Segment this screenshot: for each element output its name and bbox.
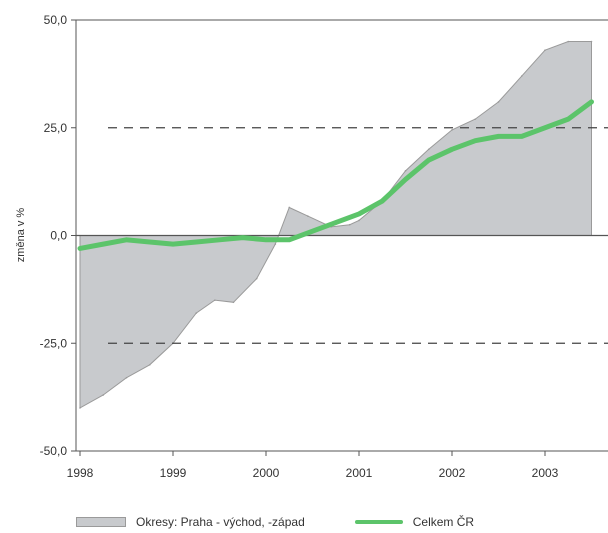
line-point bbox=[78, 246, 82, 250]
line-point bbox=[101, 242, 105, 246]
line-point bbox=[171, 242, 175, 246]
x-tick-label: 2003 bbox=[532, 466, 559, 480]
chart: 50,0 25,0 0,0 -25,0 -50,0 1998 1999 2000 2001 200… bbox=[15, 13, 608, 480]
x-tick-label: 1998 bbox=[67, 466, 94, 480]
area-point bbox=[102, 394, 105, 396]
x-tick-label: 1999 bbox=[160, 466, 187, 480]
line-point bbox=[148, 240, 152, 244]
legend-item-line: Celkem ČR bbox=[354, 515, 475, 529]
area-point bbox=[255, 277, 258, 280]
x-tick-label: 2001 bbox=[346, 466, 373, 480]
y-tick-label: 25,0 bbox=[44, 121, 68, 135]
area-point bbox=[348, 223, 351, 226]
legend: Okresy: Praha - východ, -západ Celkem ČR bbox=[76, 512, 596, 532]
area-point bbox=[427, 148, 430, 151]
plot-area bbox=[76, 40, 608, 409]
line-point bbox=[334, 221, 338, 225]
legend-item-area: Okresy: Praha - východ, -západ bbox=[76, 515, 305, 529]
line-point bbox=[357, 212, 361, 216]
line-point bbox=[311, 229, 314, 233]
line-point bbox=[427, 158, 431, 162]
area-series-praha bbox=[79, 41, 592, 409]
area-point bbox=[520, 75, 523, 77]
line-point bbox=[404, 177, 407, 181]
area-point bbox=[195, 312, 198, 314]
line-point bbox=[380, 199, 384, 203]
area-point bbox=[148, 364, 151, 366]
area-point bbox=[544, 49, 546, 51]
axes: 50,0 25,0 0,0 -25,0 -50,0 1998 1999 2000 2001 200… bbox=[40, 13, 608, 480]
area-point bbox=[358, 219, 360, 222]
y-tick-label: -50,0 bbox=[40, 444, 68, 458]
line-point bbox=[543, 126, 547, 130]
x-tick-label: 2000 bbox=[253, 466, 280, 480]
y-tick-label: 50,0 bbox=[44, 13, 68, 27]
legend-label-line: Celkem ČR bbox=[412, 515, 475, 529]
legend-swatch-area bbox=[76, 517, 126, 527]
area-point bbox=[307, 215, 309, 217]
line-point bbox=[450, 147, 454, 151]
line-point bbox=[566, 117, 570, 121]
line-point bbox=[497, 134, 500, 138]
y-tick-label: -25,0 bbox=[40, 336, 68, 350]
area-point bbox=[451, 129, 453, 131]
line-point bbox=[241, 236, 245, 240]
area-point bbox=[497, 101, 500, 103]
legend-label-area: Okresy: Praha - východ, -západ bbox=[136, 515, 305, 529]
x-tick-label: 2002 bbox=[439, 466, 466, 480]
line-point bbox=[287, 238, 291, 242]
area-point bbox=[274, 243, 277, 245]
area-point bbox=[590, 40, 593, 43]
y-axis-label: změna v % bbox=[15, 208, 27, 263]
y-tick-label: 0,0 bbox=[50, 229, 67, 243]
area-point bbox=[474, 118, 477, 120]
area-point bbox=[404, 170, 407, 172]
legend-swatch-line bbox=[354, 520, 403, 524]
area-point bbox=[288, 206, 291, 209]
line-point bbox=[473, 139, 477, 143]
area-point bbox=[214, 299, 216, 301]
line-point bbox=[590, 100, 593, 104]
area-point bbox=[79, 407, 81, 409]
line-point bbox=[194, 240, 198, 244]
area-point bbox=[567, 40, 570, 43]
area-point bbox=[232, 301, 235, 304]
line-point bbox=[520, 134, 524, 138]
line-point bbox=[125, 238, 128, 242]
line-point bbox=[218, 238, 221, 242]
line-point bbox=[264, 238, 268, 242]
area-point bbox=[125, 376, 128, 379]
